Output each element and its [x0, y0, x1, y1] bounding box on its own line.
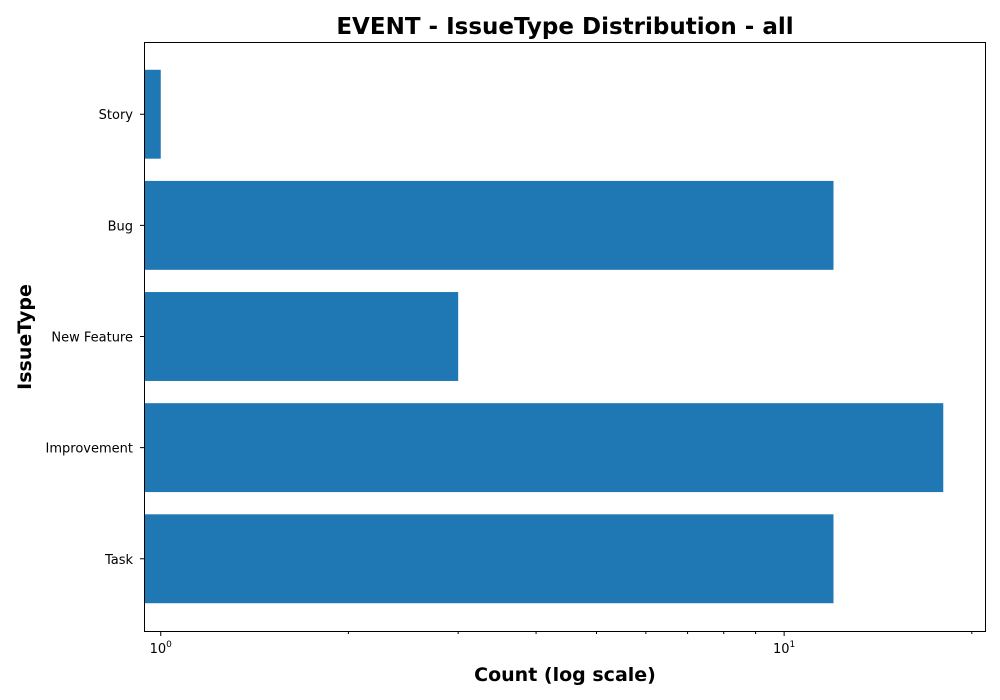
y-tick-label: Task	[104, 553, 134, 568]
bar-bug	[144, 180, 834, 270]
plot-frame	[144, 42, 986, 632]
chart-title: EVENT - IssueType Distribution - all	[336, 14, 793, 40]
y-tick-label: Story	[99, 108, 134, 123]
bar-improvement	[144, 403, 944, 493]
bar-task	[144, 514, 834, 604]
x-tick-label: 100	[150, 640, 173, 657]
bar-story	[144, 69, 161, 159]
y-tick-label: Bug	[108, 219, 133, 234]
y-tick-label: Improvement	[46, 442, 133, 457]
x-axis-label: Count (log scale)	[474, 664, 656, 686]
plot-area: Story Bug New Feature Improvement Task 100 101	[46, 69, 973, 657]
x-tick-label: 101	[773, 640, 795, 657]
y-axis-label: IssueType	[14, 284, 36, 390]
bar-new-feature	[144, 292, 459, 381]
y-tick-label: New Feature	[51, 331, 133, 346]
